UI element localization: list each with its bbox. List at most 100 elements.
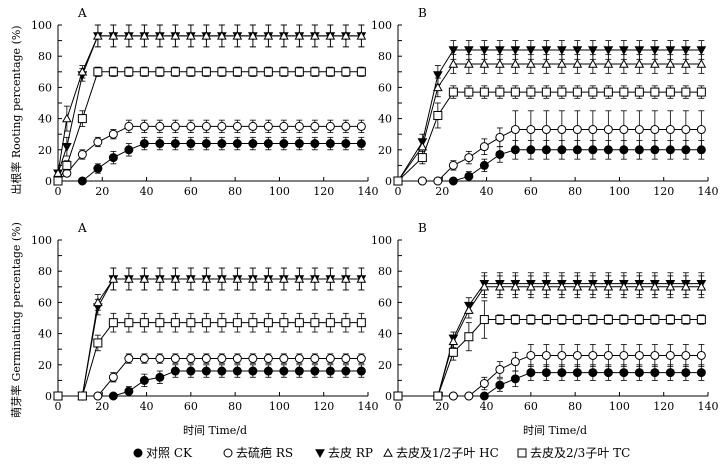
point-RS: [263, 354, 273, 364]
series-line-RP: [397, 49, 702, 182]
x-tick-label: 20: [435, 185, 449, 198]
point-RS: [665, 125, 675, 135]
point-HC: [572, 281, 583, 291]
y-tick-label: 60: [38, 81, 52, 94]
point-TC: [448, 347, 458, 357]
point-HC: [650, 58, 660, 68]
point-RS: [217, 121, 227, 131]
point-TC: [53, 391, 63, 401]
point-HC: [448, 336, 459, 346]
y-tick-label: 20: [38, 144, 52, 157]
point-TC: [294, 67, 304, 77]
legend-marker-TC: [517, 448, 527, 458]
point-TC: [155, 67, 165, 77]
point-HC: [155, 30, 165, 40]
panel-label: B: [418, 221, 427, 235]
y-tick-label: 0: [385, 175, 392, 188]
x-tick-label: 40: [480, 400, 494, 413]
point-TC: [155, 318, 165, 328]
point-HC: [201, 273, 212, 283]
point-CK: [217, 366, 227, 376]
point-RS: [634, 125, 644, 135]
x-tick-label: 120: [313, 185, 334, 198]
point-RS: [557, 350, 567, 360]
point-RP: [681, 46, 691, 55]
series-HC: [393, 275, 707, 400]
point-RP: [696, 46, 707, 55]
point-HC: [201, 30, 212, 40]
point-RS: [464, 391, 474, 401]
y-tick-label: 0: [45, 175, 52, 188]
point-HC: [93, 297, 103, 307]
point-HC: [77, 66, 88, 76]
y-tick-label: 20: [378, 144, 392, 157]
point-TC: [186, 67, 196, 77]
point-HC: [634, 281, 645, 291]
point-RS: [479, 379, 489, 389]
point-RS: [356, 121, 366, 131]
point-HC: [619, 281, 629, 291]
point-CK: [650, 368, 660, 378]
point-CK: [588, 368, 598, 378]
point-RS: [170, 354, 180, 364]
point-RP: [526, 46, 536, 55]
series-RP: [53, 267, 367, 402]
point-HC: [108, 273, 119, 283]
series-HC: [53, 24, 367, 177]
point-RS: [541, 350, 551, 360]
point-RS: [681, 350, 691, 360]
point-CK: [170, 366, 180, 376]
point-HC: [108, 30, 119, 40]
point-TC: [139, 67, 149, 77]
point-TC: [263, 318, 273, 328]
point-CK: [108, 153, 118, 163]
y-tick-label: 60: [378, 296, 392, 309]
point-HC: [603, 58, 614, 68]
point-HC: [325, 30, 336, 40]
point-CK: [201, 139, 211, 149]
point-HC: [696, 281, 707, 291]
legend-item-HC: 去皮及1/2子叶 HC: [383, 446, 499, 460]
y-tick-label: 100: [31, 19, 52, 32]
point-HC: [557, 281, 567, 291]
x-tick-label: 20: [435, 400, 449, 413]
point-HC: [155, 273, 165, 283]
point-CK: [139, 139, 149, 149]
point-CK: [310, 366, 320, 376]
point-CK: [356, 366, 366, 376]
point-CK: [294, 139, 304, 149]
point-HC: [139, 30, 150, 40]
point-RS: [217, 354, 227, 364]
point-RS: [93, 137, 103, 147]
point-TC: [572, 87, 582, 97]
xlabel-left: 时间 Time/d: [183, 424, 247, 437]
point-RP: [634, 46, 645, 55]
point-RS: [248, 354, 258, 364]
legend-label-CK: 对照 CK: [146, 446, 193, 460]
point-TC: [124, 67, 134, 77]
series-CK: [53, 136, 366, 186]
x-tick-label: 80: [568, 185, 582, 198]
point-HC: [619, 58, 629, 68]
point-HC: [464, 305, 474, 314]
point-TC: [448, 87, 458, 97]
point-RS: [232, 354, 242, 364]
panel-label: A: [77, 221, 87, 235]
point-TC: [310, 67, 320, 77]
point-RS: [448, 160, 458, 170]
point-TC: [170, 67, 180, 77]
point-TC: [62, 160, 72, 170]
series-line-TC: [397, 91, 702, 182]
point-TC: [341, 318, 351, 328]
point-HC: [526, 58, 536, 68]
series-TC: [393, 85, 706, 186]
series-RS: [53, 353, 366, 401]
y-tick-label: 20: [378, 359, 392, 372]
point-RS: [263, 121, 273, 131]
point-HC: [650, 281, 660, 291]
point-TC: [217, 67, 227, 77]
legend-item-CK: 对照 CK: [133, 446, 193, 460]
point-RS: [124, 121, 134, 131]
point-RS: [619, 125, 629, 135]
point-TC: [263, 67, 273, 77]
